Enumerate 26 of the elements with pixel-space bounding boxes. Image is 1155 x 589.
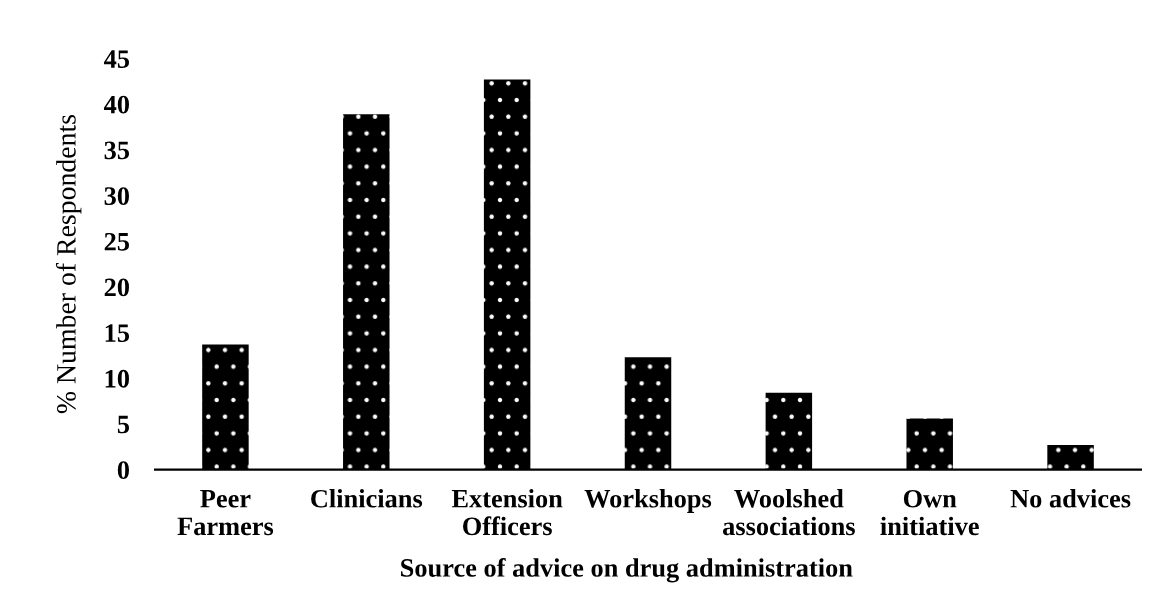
y-tick-label: 20 [104, 278, 129, 297]
x-tick-label: Peer Farmers [177, 490, 274, 536]
y-tick-label: 40 [103, 95, 129, 114]
x-tick-label: No advices [1010, 489, 1131, 508]
bar [906, 418, 953, 470]
bar [1047, 444, 1094, 470]
y-tick-label: 30 [104, 187, 129, 205]
x-axis-title: Source of advice on drug administration [401, 557, 853, 583]
bar [483, 79, 531, 470]
y-tick-label: 35 [104, 141, 130, 160]
bar [343, 114, 390, 470]
x-tick-label: Workshops [584, 489, 712, 513]
bar [624, 357, 672, 470]
y-tick-label: 15 [105, 324, 130, 342]
y-tick-label: 45 [103, 50, 130, 68]
x-tick-label: Extension Officers [451, 489, 563, 536]
y-axis-title: % Number of Respondents [55, 115, 82, 414]
bar [202, 344, 249, 470]
y-tick-label: 10 [105, 369, 129, 388]
x-tick-label: Clinicians [311, 489, 423, 508]
y-tick-label: 5 [117, 415, 130, 434]
y-tick-label: 25 [104, 232, 130, 251]
bar [765, 392, 813, 470]
x-tick-label: Woolshed associations [722, 489, 855, 536]
x-tick-label: Own initiative [880, 489, 979, 536]
y-tick-label: 0 [117, 461, 129, 480]
